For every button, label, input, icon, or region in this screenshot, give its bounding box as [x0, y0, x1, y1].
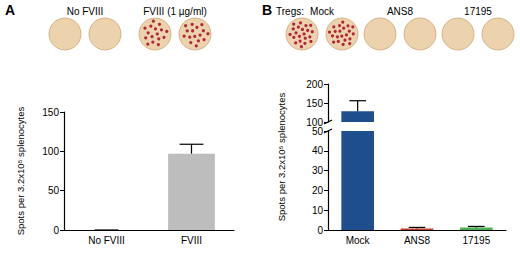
svg-text:20: 20 [312, 185, 324, 196]
svg-text:30: 30 [312, 165, 324, 176]
svg-text:50: 50 [48, 185, 60, 196]
svg-text:FVIII (1 µg/ml): FVIII (1 µg/ml) [143, 6, 207, 17]
svg-text:17195: 17195 [462, 235, 490, 246]
svg-text:0: 0 [317, 225, 323, 236]
svg-text:0: 0 [53, 225, 59, 236]
svg-text:100: 100 [306, 116, 323, 128]
svg-text:Spots per 3.2x10⁵ splenocytes: Spots per 3.2x10⁵ splenocytes [15, 106, 26, 235]
svg-text:ANS8: ANS8 [387, 6, 414, 17]
svg-text:ANS8: ANS8 [404, 235, 431, 246]
svg-text:Tregs:: Tregs: [276, 6, 304, 17]
svg-text:FVIII: FVIII [181, 235, 202, 246]
svg-text:200: 200 [306, 79, 323, 90]
svg-text:No FVIII: No FVIII [88, 235, 125, 246]
svg-text:Mock: Mock [310, 6, 335, 17]
svg-text:150: 150 [306, 98, 323, 109]
svg-text:Mock: Mock [346, 235, 371, 246]
svg-text:No FVIII: No FVIII [67, 6, 104, 17]
svg-text:150: 150 [42, 107, 59, 118]
svg-text:100: 100 [42, 146, 59, 157]
svg-text:A: A [5, 2, 15, 18]
svg-text:40: 40 [312, 145, 324, 156]
svg-text:17195: 17195 [464, 6, 492, 17]
svg-text:50: 50 [312, 126, 324, 137]
svg-text:B: B [262, 2, 272, 18]
svg-text:Spots per 3.2x10⁵ splenocytes: Spots per 3.2x10⁵ splenocytes [276, 92, 287, 221]
svg-text:10: 10 [312, 205, 324, 216]
